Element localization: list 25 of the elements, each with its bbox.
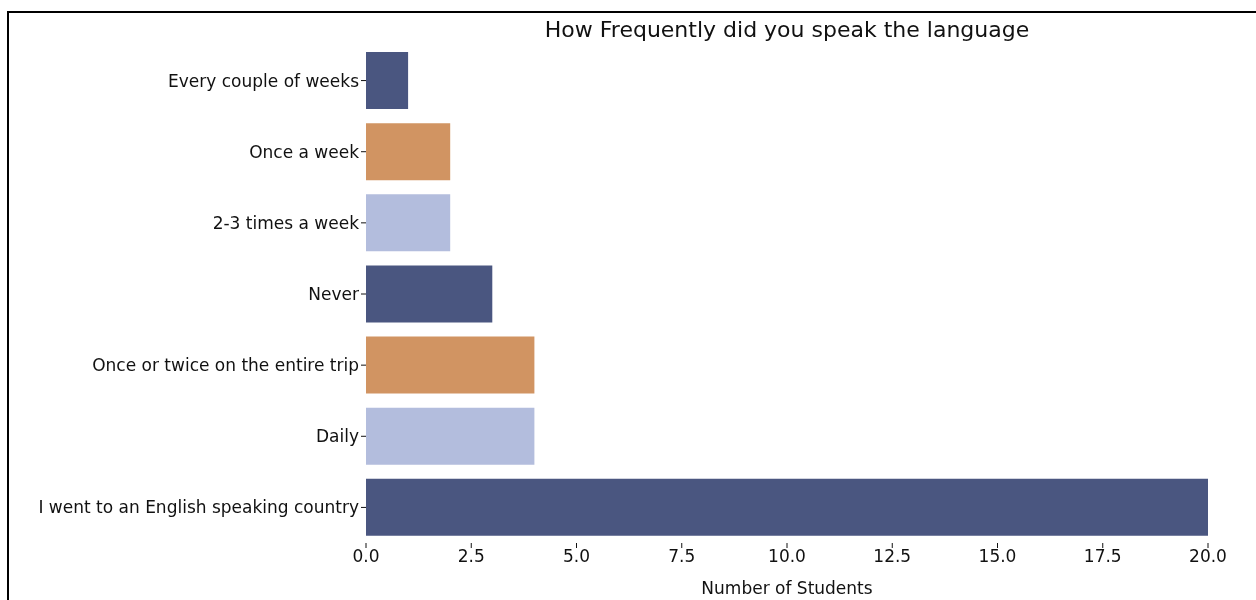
x-tick-label: 0.0 (352, 546, 380, 567)
x-tick-label: 20.0 (1189, 546, 1227, 567)
x-tick-label: 7.5 (668, 546, 696, 567)
bar (366, 194, 451, 252)
x-tick-label: 15.0 (978, 546, 1017, 567)
x-tick-label: 12.5 (873, 546, 912, 567)
bar (366, 265, 493, 323)
x-tick-label: 10.0 (768, 546, 806, 567)
y-tick-label: Once or twice on the entire trip (92, 355, 359, 376)
bar (366, 52, 409, 109)
y-tick-label: I went to an English speaking country (38, 497, 359, 518)
y-tick-label: Daily (315, 426, 359, 447)
y-tick-label: Every couple of weeks (168, 70, 360, 91)
x-tick-label: 5.0 (562, 546, 591, 567)
x-tick-label: 2.5 (457, 546, 485, 567)
y-tick-label: 2-3 times a week (212, 212, 360, 233)
bar (366, 336, 535, 394)
x-tick-label: 17.5 (1083, 546, 1122, 567)
bar (366, 478, 1208, 536)
bar (366, 407, 535, 465)
x-axis-title: Number of Students (701, 578, 873, 598)
bar (366, 123, 451, 181)
y-tick-label: Never (308, 284, 360, 305)
y-tick-label: Once a week (249, 141, 360, 162)
chart-title: How Frequently did you speak the language (543, 17, 1031, 42)
